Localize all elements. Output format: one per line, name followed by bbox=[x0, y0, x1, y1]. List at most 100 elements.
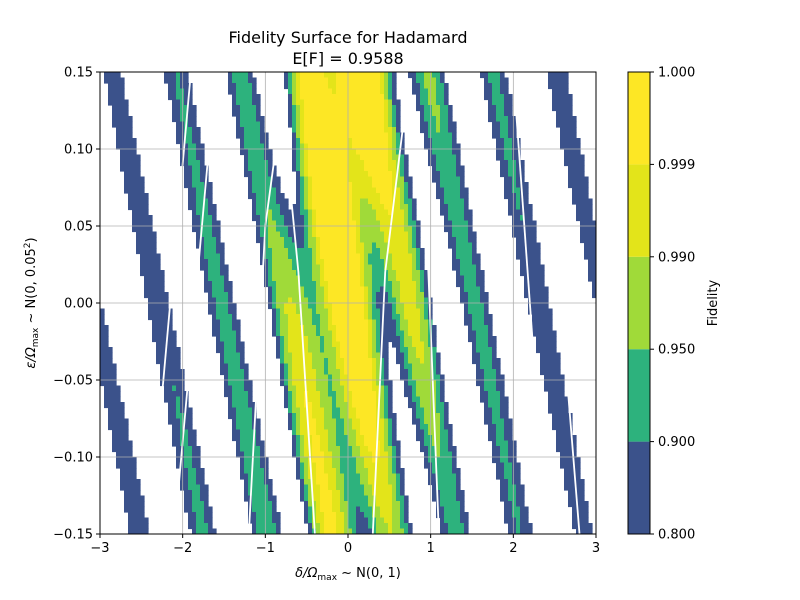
contour-cell bbox=[476, 275, 481, 282]
contour-cell bbox=[328, 248, 333, 255]
contour-cell bbox=[248, 424, 253, 431]
contour-cell bbox=[276, 319, 281, 326]
contour-cell bbox=[356, 418, 361, 425]
contour-cell bbox=[116, 402, 121, 409]
contour-cell bbox=[296, 336, 301, 343]
contour-cell bbox=[384, 308, 389, 315]
contour-cell bbox=[300, 275, 305, 282]
contour-cell bbox=[372, 99, 377, 106]
contour-cell bbox=[248, 149, 253, 156]
contour-cell bbox=[312, 193, 317, 200]
contour-cell bbox=[352, 462, 357, 469]
contour-cell bbox=[484, 418, 489, 425]
contour-cell bbox=[340, 424, 345, 431]
contour-cell bbox=[308, 77, 313, 84]
contour-cell bbox=[148, 248, 153, 255]
contour-cell bbox=[420, 407, 425, 414]
contour-cell bbox=[296, 220, 301, 227]
contour-cell bbox=[220, 248, 225, 255]
contour-cell bbox=[128, 182, 133, 189]
contour-cell bbox=[372, 292, 377, 299]
contour-cell bbox=[444, 528, 449, 534]
contour-cell bbox=[304, 479, 309, 486]
contour-cell bbox=[168, 72, 173, 79]
contour-cell bbox=[456, 270, 461, 277]
contour-cell bbox=[328, 253, 333, 260]
contour-cell bbox=[480, 308, 485, 315]
contour-cell bbox=[316, 105, 321, 112]
contour-cell bbox=[360, 484, 365, 491]
contour-cell bbox=[400, 138, 405, 145]
contour-cell bbox=[356, 363, 361, 370]
contour-cell bbox=[324, 446, 329, 453]
contour-cell bbox=[364, 204, 369, 211]
contour-cell bbox=[288, 209, 293, 216]
contour-cell bbox=[360, 369, 365, 376]
contour-cell bbox=[124, 495, 129, 502]
contour-cell bbox=[396, 143, 401, 150]
contour-cell bbox=[320, 462, 325, 469]
contour-cell bbox=[400, 264, 405, 271]
contour-cell bbox=[332, 330, 337, 337]
contour-cell bbox=[368, 297, 373, 304]
contour-cell bbox=[188, 198, 193, 205]
contour-cell bbox=[276, 308, 281, 315]
contour-cell bbox=[176, 358, 181, 365]
contour-cell bbox=[268, 237, 273, 244]
contour-cell bbox=[376, 193, 381, 200]
contour-cell bbox=[352, 286, 357, 293]
contour-cell bbox=[284, 242, 289, 249]
contour-cell bbox=[404, 204, 409, 211]
contour-cell bbox=[176, 110, 181, 117]
contour-cell bbox=[176, 435, 181, 442]
contour-cell bbox=[300, 435, 305, 442]
contour-cell bbox=[296, 154, 301, 161]
contour-cell bbox=[240, 418, 245, 425]
contour-cell bbox=[508, 149, 513, 156]
contour-cell bbox=[392, 132, 397, 139]
contour-cell bbox=[400, 275, 405, 282]
contour-cell bbox=[432, 457, 437, 464]
contour-cell bbox=[344, 110, 349, 117]
contour-cell bbox=[420, 314, 425, 321]
contour-cell bbox=[256, 182, 261, 189]
contour-cell bbox=[252, 160, 257, 167]
contour-cell bbox=[160, 352, 165, 359]
contour-cell bbox=[412, 385, 417, 392]
contour-cell bbox=[188, 171, 193, 178]
contour-cell bbox=[348, 303, 353, 310]
contour-cell bbox=[208, 259, 213, 266]
contour-cell bbox=[132, 215, 137, 222]
contour-cell bbox=[332, 231, 337, 238]
contour-cell bbox=[212, 237, 217, 244]
contour-cell bbox=[240, 149, 245, 156]
contour-cell bbox=[460, 281, 465, 288]
contour-cell bbox=[392, 160, 397, 167]
contour-cell bbox=[228, 369, 233, 376]
contour-cell bbox=[512, 468, 517, 475]
contour-cell bbox=[228, 330, 233, 337]
contour-cell bbox=[188, 484, 193, 491]
contour-cell bbox=[300, 149, 305, 156]
contour-cell bbox=[476, 352, 481, 359]
contour-cell bbox=[368, 154, 373, 161]
contour-cell bbox=[352, 226, 357, 233]
contour-cell bbox=[336, 237, 341, 244]
contour-cell bbox=[332, 83, 337, 90]
contour-cell bbox=[436, 484, 441, 491]
contour-cell bbox=[436, 94, 441, 101]
contour-cell bbox=[144, 248, 149, 255]
contour-cell bbox=[332, 435, 337, 442]
contour-cell bbox=[444, 402, 449, 409]
contour-cell bbox=[324, 484, 329, 491]
contour-cell bbox=[312, 462, 317, 469]
contour-cell bbox=[376, 198, 381, 205]
contour-cell bbox=[508, 198, 513, 205]
contour-cell bbox=[444, 94, 449, 101]
contour-cell bbox=[488, 72, 493, 79]
contour-cell bbox=[284, 380, 289, 387]
contour-cell bbox=[208, 193, 213, 200]
contour-cell bbox=[364, 501, 369, 508]
contour-cell bbox=[284, 402, 289, 409]
contour-cell bbox=[128, 143, 133, 150]
